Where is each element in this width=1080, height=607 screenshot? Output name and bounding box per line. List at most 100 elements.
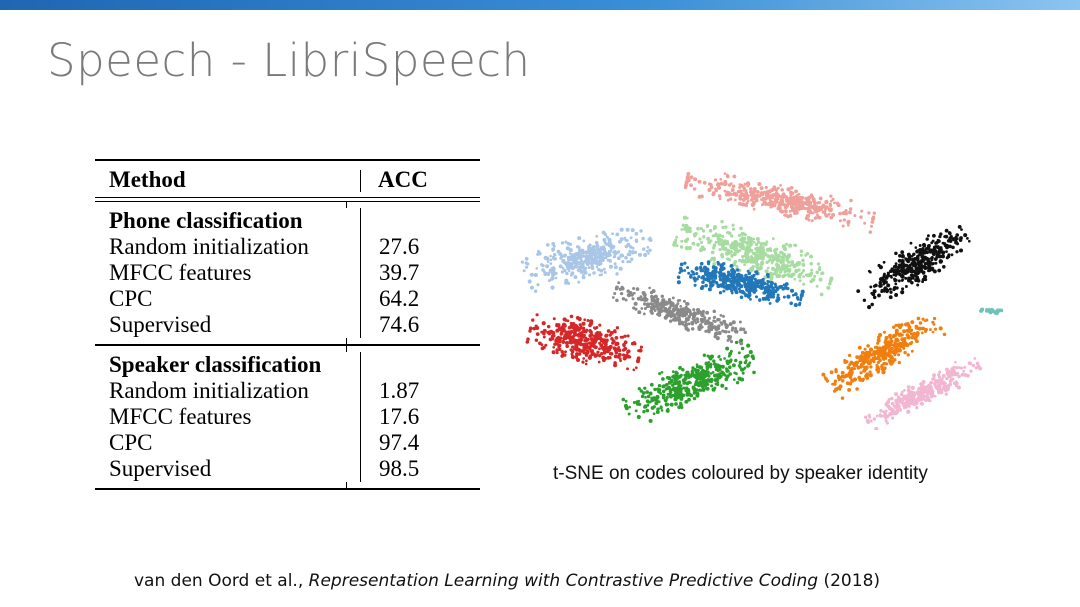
- tsne-point: [568, 330, 573, 335]
- tsne-point: [579, 269, 583, 273]
- tsne-point: [721, 275, 726, 280]
- tsne-point: [708, 356, 713, 361]
- tsne-point: [884, 415, 888, 420]
- tsne-point: [648, 400, 652, 404]
- tsne-point: [860, 357, 864, 361]
- tsne-point: [682, 386, 686, 390]
- tsne-point: [595, 326, 599, 329]
- tsne-point: [625, 354, 629, 359]
- tsne-point: [780, 255, 785, 260]
- tsne-point: [583, 348, 587, 351]
- tsne-point: [626, 367, 629, 371]
- tsne-point: [767, 248, 770, 252]
- tsne-point: [930, 385, 933, 389]
- tsne-point: [739, 226, 743, 231]
- tsne-point: [575, 352, 580, 357]
- tsne-point: [732, 378, 736, 381]
- tsne-caption: t-SNE on codes coloured by speaker ident…: [553, 463, 928, 484]
- tsne-point: [672, 386, 677, 391]
- tsne-point: [764, 269, 769, 274]
- tsne-point: [633, 250, 638, 255]
- tsne-point: [751, 284, 756, 289]
- tsne-point: [617, 281, 621, 285]
- tsne-point: [857, 375, 861, 380]
- tsne-point: [520, 260, 525, 264]
- tsne-point: [524, 261, 528, 265]
- tsne-point: [791, 293, 795, 297]
- tsne-point: [916, 278, 921, 283]
- tsne-point: [566, 241, 571, 246]
- tsne-point: [590, 349, 595, 353]
- tsne-point: [860, 209, 864, 213]
- tsne-point: [640, 307, 644, 310]
- tsne-point: [721, 225, 725, 229]
- tsne-point: [603, 342, 608, 347]
- tsne-point: [800, 289, 805, 294]
- tsne-point: [772, 292, 776, 296]
- tsne-point: [942, 332, 947, 337]
- tsne-point: [801, 263, 806, 267]
- tsne-point: [683, 261, 687, 265]
- tsne-point: [587, 259, 590, 263]
- tsne-point: [618, 266, 623, 271]
- tsne-point: [734, 329, 739, 334]
- tsne-point: [891, 356, 894, 360]
- tsne-point: [568, 248, 573, 253]
- tsne-point: [846, 365, 851, 370]
- tsne-point: [948, 244, 952, 249]
- tsne-point: [698, 377, 703, 381]
- tsne-point: [925, 237, 929, 241]
- tsne-point: [550, 266, 555, 271]
- tsne-point: [553, 342, 557, 346]
- tsne-point: [664, 300, 668, 305]
- tsne-point: [900, 274, 905, 279]
- tsne-point: [577, 261, 582, 266]
- tsne-point: [568, 252, 572, 255]
- tsne-point: [678, 366, 682, 370]
- tsne-point: [676, 275, 681, 279]
- tsne-point: [963, 365, 967, 369]
- tsne-point: [585, 328, 589, 332]
- tsne-point: [631, 297, 635, 301]
- tsne-point: [655, 300, 660, 304]
- tsne-point: [636, 414, 641, 420]
- tsne-point: [734, 340, 739, 345]
- table-row: Supervised 98.5: [95, 455, 480, 482]
- tsne-point: [649, 305, 653, 309]
- tsne-point: [903, 350, 907, 355]
- tsne-point: [763, 286, 768, 291]
- tsne-point: [802, 282, 806, 286]
- tsne-point: [730, 281, 735, 285]
- tsne-point: [559, 254, 564, 259]
- tsne-point: [939, 232, 943, 236]
- tsne-point: [897, 360, 901, 365]
- tsne-point: [747, 278, 751, 282]
- tsne-point: [670, 310, 674, 315]
- tsne-point: [714, 367, 719, 372]
- tsne-point: [916, 261, 921, 266]
- tsne-point: [769, 277, 774, 281]
- tsne-point: [758, 299, 761, 302]
- tsne-point: [718, 270, 723, 275]
- tsne-point: [671, 370, 675, 373]
- tsne-point: [576, 268, 580, 272]
- tsne-point: [666, 312, 671, 317]
- tsne-point: [693, 283, 697, 287]
- tsne-point: [869, 353, 874, 357]
- tsne-point: [558, 340, 562, 344]
- tsne-point: [916, 283, 920, 287]
- tsne-point: [678, 388, 682, 392]
- tsne-point: [894, 398, 898, 403]
- tsne-point: [719, 178, 723, 181]
- tsne-point: [930, 262, 934, 266]
- tsne-point: [700, 380, 704, 385]
- tsne-point: [766, 275, 770, 279]
- tsne-point: [619, 291, 624, 296]
- tsne-point: [668, 306, 672, 310]
- tsne-point: [878, 283, 883, 288]
- tsne-point: [534, 324, 538, 328]
- tsne-point: [709, 277, 713, 280]
- tsne-point: [621, 397, 626, 402]
- tsne-point: [799, 293, 804, 298]
- tsne-point: [564, 262, 569, 266]
